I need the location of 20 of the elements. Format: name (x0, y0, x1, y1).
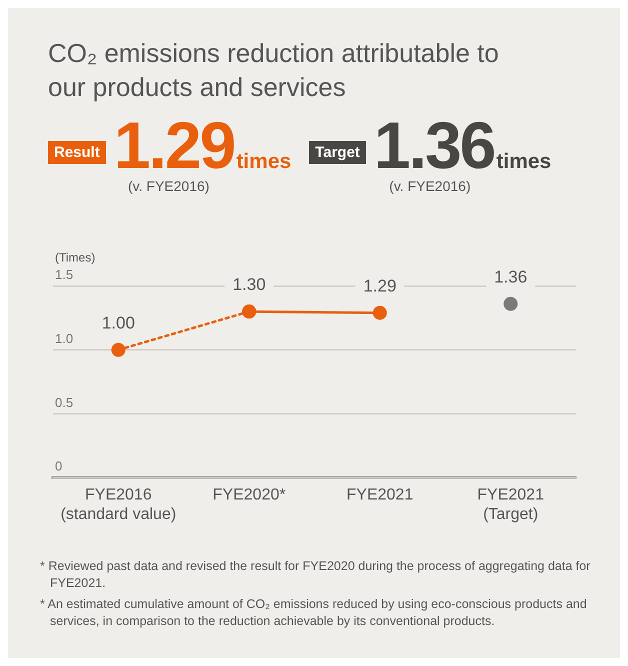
y-tick-label: 0.5 (55, 394, 74, 410)
text: Target (309, 141, 366, 164)
text: * An estimated cumulative amount of CO₂ emissions reduced by using eco-conscious products and services, in comparison to the reduction achievable by its conventional products. (40, 596, 588, 630)
x-tick-label: FYE2020* (212, 486, 286, 504)
data-label: 1.29 (363, 276, 396, 296)
y-tick-label: 0 (55, 458, 62, 474)
text: Result (48, 141, 106, 164)
chart-title: CO₂ emissions reduction attributable to our products and services (48, 37, 500, 104)
data-label: 1.00 (102, 314, 135, 333)
text: times (236, 150, 292, 174)
y-tick-label: 1.0 (55, 330, 74, 346)
x-tick-label: FYE2021 (Target) (477, 486, 544, 523)
x-tick-label: FYE2021 (346, 486, 414, 504)
data-label: 1.30 (232, 275, 266, 294)
y-axis-title: (Times) (55, 250, 96, 264)
text: * Reviewed past data and revised the result for FYE2020 during the process of aggregating data for FYE2021. (40, 558, 592, 592)
data-label: 1.36 (494, 268, 528, 287)
y-tick-label: 1.5 (55, 267, 74, 282)
text: times (496, 150, 552, 174)
x-tick-label: FYE2016 (standard value) (60, 486, 176, 523)
